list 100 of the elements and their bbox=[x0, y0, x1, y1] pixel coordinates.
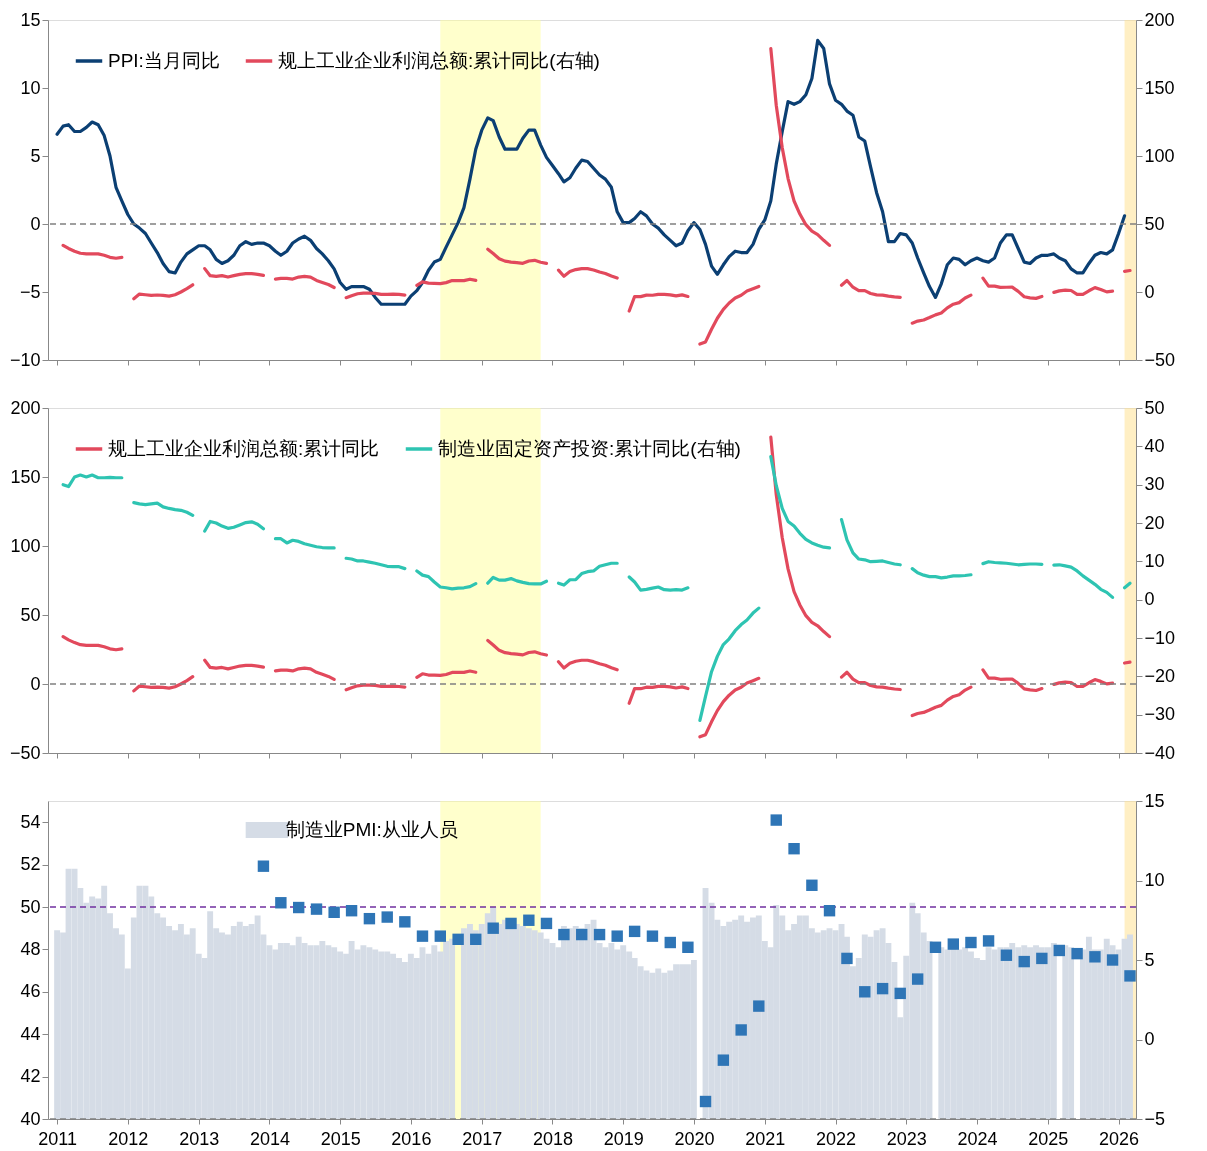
point bbox=[947, 938, 960, 950]
y-tick-label: 46 bbox=[20, 981, 41, 1002]
point bbox=[328, 906, 340, 918]
y-tick-label: 42 bbox=[20, 1066, 41, 1087]
point bbox=[434, 930, 447, 942]
y-tick-label: −5 bbox=[19, 281, 41, 302]
x-tick-label: 2020 bbox=[674, 1128, 715, 1149]
point bbox=[646, 930, 659, 942]
point bbox=[399, 916, 411, 928]
point bbox=[1071, 947, 1083, 960]
y2-tick-label: 15 bbox=[1144, 790, 1165, 811]
point bbox=[1018, 955, 1030, 968]
x-tick-label: 2018 bbox=[532, 1128, 573, 1149]
point bbox=[876, 982, 889, 995]
y-tick-label: 44 bbox=[20, 1023, 41, 1044]
point bbox=[735, 1024, 747, 1036]
point bbox=[576, 928, 588, 941]
legend-label: 制造业PMI:从业人员 bbox=[285, 819, 458, 840]
y-tick-label: 0 bbox=[30, 213, 41, 234]
y-tick-label: 100 bbox=[10, 535, 41, 556]
x-tick-label: 2017 bbox=[462, 1128, 503, 1149]
point bbox=[345, 905, 358, 917]
y2-tick-label: 50 bbox=[1144, 213, 1165, 234]
line-series bbox=[55, 38, 1127, 306]
point bbox=[1124, 970, 1136, 982]
x-tick-label: 2012 bbox=[108, 1128, 149, 1149]
point bbox=[894, 987, 906, 1000]
y2-tick-label: −30 bbox=[1144, 704, 1176, 725]
y-tick-label: 48 bbox=[20, 938, 41, 959]
point bbox=[611, 930, 623, 942]
point bbox=[982, 935, 995, 947]
point bbox=[628, 925, 641, 938]
point bbox=[929, 941, 942, 953]
y2-tick-label: −40 bbox=[1144, 742, 1176, 763]
x-tick-label: 2024 bbox=[957, 1128, 998, 1149]
y-tick-label: 200 bbox=[10, 397, 41, 418]
point bbox=[806, 879, 818, 891]
point bbox=[257, 860, 270, 872]
point bbox=[452, 933, 464, 946]
legend-label: 规上工业企业利润总额:累计同比 bbox=[108, 438, 380, 459]
point bbox=[558, 928, 570, 941]
x-tick-label: 2025 bbox=[1028, 1128, 1069, 1149]
y2-tick-label: −50 bbox=[1144, 349, 1176, 370]
x-tick-label: 2023 bbox=[886, 1128, 927, 1149]
y-tick-label: 15 bbox=[20, 9, 41, 30]
y-tick-label: 50 bbox=[20, 896, 41, 917]
point bbox=[753, 1000, 765, 1012]
y-tick-label: 0 bbox=[30, 673, 41, 694]
y2-tick-label: 0 bbox=[1144, 589, 1155, 610]
point bbox=[717, 1054, 730, 1066]
y2-tick-label: −20 bbox=[1144, 665, 1176, 686]
point bbox=[859, 986, 871, 998]
y-tick-label: −50 bbox=[9, 742, 41, 763]
x-tick-label: 2021 bbox=[745, 1128, 786, 1149]
point bbox=[770, 814, 782, 826]
point bbox=[1053, 944, 1065, 957]
y2-tick-label: −10 bbox=[1144, 627, 1176, 648]
y2-tick-label: 5 bbox=[1144, 949, 1155, 970]
y2-tick-label: 30 bbox=[1144, 474, 1165, 495]
y-tick-label: 40 bbox=[20, 1108, 41, 1129]
point bbox=[1036, 952, 1048, 965]
x-tick-label: 2026 bbox=[1099, 1128, 1140, 1149]
y2-tick-label: 50 bbox=[1144, 397, 1165, 418]
point bbox=[275, 897, 287, 909]
point bbox=[682, 941, 694, 953]
point bbox=[505, 917, 517, 930]
y2-tick-label: 150 bbox=[1144, 77, 1175, 98]
x-tick-label: 2014 bbox=[249, 1128, 290, 1149]
y2-tick-label: 20 bbox=[1144, 512, 1165, 533]
point bbox=[416, 930, 429, 942]
x-tick-label: 2013 bbox=[179, 1128, 220, 1149]
y-tick-label: 150 bbox=[10, 466, 41, 487]
x-tick-label: 2016 bbox=[391, 1128, 432, 1149]
point bbox=[540, 917, 553, 930]
y2-tick-label: 0 bbox=[1144, 1029, 1155, 1049]
x-tick-label: 2019 bbox=[603, 1128, 644, 1149]
point bbox=[841, 952, 853, 965]
point bbox=[911, 973, 924, 985]
point bbox=[363, 912, 376, 925]
y2-tick-label: 10 bbox=[1144, 550, 1165, 571]
point bbox=[310, 903, 323, 915]
legend-label: 制造业固定资产投资:累计同比(右轴) bbox=[438, 438, 741, 459]
y2-tick-label: 100 bbox=[1144, 145, 1175, 166]
point bbox=[699, 1095, 712, 1108]
point bbox=[788, 843, 800, 855]
point bbox=[1106, 954, 1119, 966]
point bbox=[965, 936, 977, 949]
point bbox=[1000, 949, 1013, 961]
point bbox=[664, 936, 676, 949]
point bbox=[1089, 951, 1101, 963]
point bbox=[470, 933, 482, 946]
y-tick-label: 52 bbox=[20, 854, 41, 875]
y-tick-label: 5 bbox=[30, 145, 41, 166]
y2-tick-label: 0 bbox=[1144, 281, 1155, 302]
x-tick-label: 2011 bbox=[38, 1128, 77, 1149]
y-tick-label: 50 bbox=[20, 604, 41, 625]
y2-tick-label: −5 bbox=[1144, 1108, 1166, 1129]
point bbox=[823, 905, 836, 917]
legend-label: 规上工业企业利润总额:累计同比(右轴) bbox=[278, 50, 600, 71]
x-tick-label: 2022 bbox=[816, 1128, 857, 1149]
